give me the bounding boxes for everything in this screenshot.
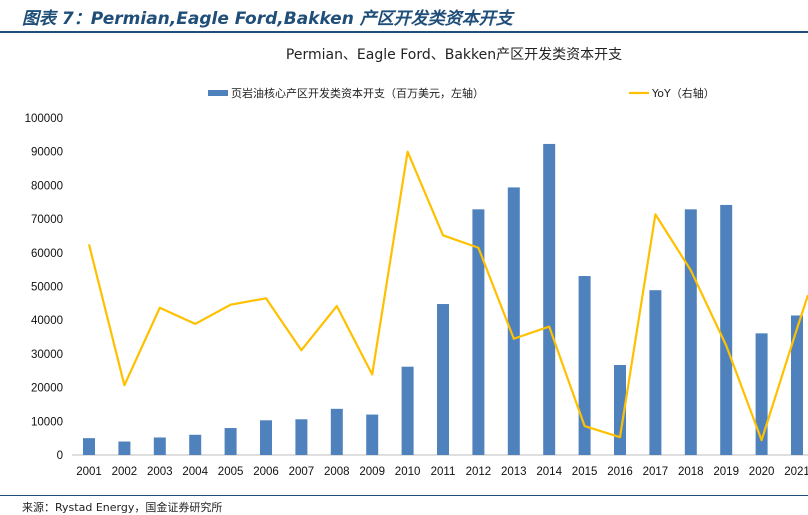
y-tick-label: 90000 [31, 147, 63, 159]
x-tick-label: 2002 [112, 466, 138, 478]
bar [331, 409, 343, 455]
x-tick-label: 2006 [253, 466, 279, 478]
y-tick-label: 10000 [31, 416, 63, 428]
x-tick-label: 2004 [182, 466, 208, 478]
x-tick-label: 2021 [784, 466, 808, 478]
x-tick-label: 2014 [536, 466, 562, 478]
bar [366, 415, 378, 455]
y-tick-label: 50000 [31, 282, 63, 294]
bar [83, 438, 95, 455]
x-tick-label: 2019 [713, 466, 739, 478]
x-tick-label: 2001 [76, 466, 102, 478]
bar [154, 437, 166, 455]
y-tick-label: 80000 [31, 180, 63, 192]
x-tick-label: 2008 [324, 466, 350, 478]
x-tick-label: 2016 [607, 466, 633, 478]
y-tick-label: 70000 [31, 214, 63, 226]
x-tick-label: 2017 [643, 466, 669, 478]
y-tick-label: 60000 [31, 248, 63, 260]
bar [402, 367, 414, 455]
legend-bar-swatch [208, 90, 228, 96]
y-tick-label: 100000 [25, 113, 63, 125]
x-tick-label: 2013 [501, 466, 527, 478]
bar [791, 315, 803, 455]
bar [508, 187, 520, 455]
bar [225, 428, 237, 455]
figure-title: 图表 7：Permian,Eagle Ford,Bakken 产区开发类资本开支 [22, 4, 513, 29]
footer-rule [0, 495, 808, 496]
legend: 页岩油核心产区开发类资本开支（百万美元，左轴） YoY（右轴） [208, 86, 715, 100]
x-tick-label: 2012 [466, 466, 492, 478]
bar [189, 435, 201, 455]
bar [295, 419, 307, 455]
bar [437, 304, 449, 455]
x-tick-label: 2003 [147, 466, 173, 478]
x-tick-label: 2010 [395, 466, 421, 478]
figure-source: 来源：Rystad Energy，国金证券研究所 [22, 499, 222, 515]
x-tick-label: 2007 [289, 466, 315, 478]
x-tick-label: 2011 [431, 466, 456, 478]
x-tick-label: 2018 [678, 466, 704, 478]
bar [720, 205, 732, 455]
bar [260, 420, 272, 455]
x-tick-label: 2009 [359, 466, 385, 478]
legend-line-label: YoY（右轴） [651, 86, 715, 100]
y-tick-label: 40000 [31, 315, 63, 327]
bar [685, 209, 697, 455]
legend-bar-label: 页岩油核心产区开发类资本开支（百万美元，左轴） [231, 86, 484, 100]
x-tick-label: 2020 [749, 466, 775, 478]
y-tick-label: 20000 [31, 383, 63, 395]
x-tick-label: 2015 [572, 466, 598, 478]
chart: Permian、Eagle Ford、Bakken产区开发类资本开支 页岩油核心… [0, 33, 808, 495]
bar [649, 290, 661, 455]
x-tick-label: 2005 [218, 466, 244, 478]
figure-header: 图表 7：Permian,Eagle Ford,Bakken 产区开发类资本开支 [0, 0, 808, 30]
y-tick-label: 30000 [31, 349, 63, 361]
y-tick-label: 0 [57, 450, 63, 462]
bar [118, 442, 130, 455]
bar [543, 144, 555, 455]
chart-title: Permian、Eagle Ford、Bakken产区开发类资本开支 [286, 47, 622, 63]
